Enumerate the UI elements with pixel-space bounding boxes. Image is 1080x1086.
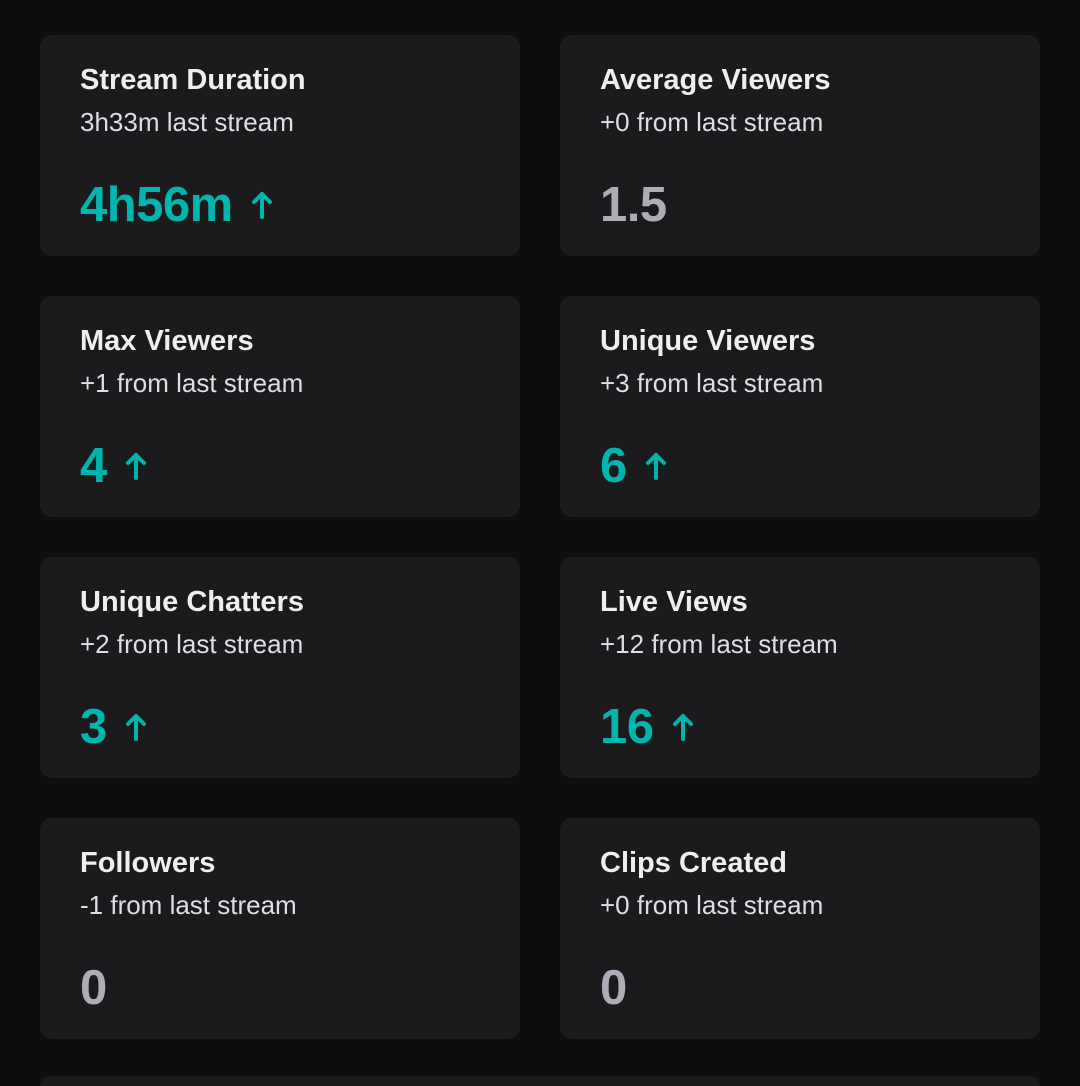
stat-card-max-viewers: Max Viewers +1 from last stream 4 bbox=[40, 296, 520, 517]
stat-comparison: +2 from last stream bbox=[80, 629, 304, 659]
arrow-up-icon bbox=[672, 712, 694, 742]
stat-value-row: 4h56m bbox=[80, 175, 273, 235]
stat-value-row: 3 bbox=[80, 697, 147, 757]
stat-value-row: 16 bbox=[600, 697, 694, 757]
stat-comparison: +12 from last stream bbox=[600, 629, 838, 659]
stat-value: 4 bbox=[80, 439, 107, 493]
stat-card-clips-created: Clips Created +0 from last stream 0 bbox=[560, 818, 1040, 1039]
stat-value: 16 bbox=[600, 700, 654, 754]
stat-card-live-views: Live Views +12 from last stream 16 bbox=[560, 557, 1040, 778]
stat-title: Live Views bbox=[600, 586, 748, 618]
stat-value-row: 4 bbox=[80, 436, 147, 496]
stat-value-row: 1.5 bbox=[600, 175, 667, 235]
stat-value: 4h56m bbox=[80, 178, 233, 232]
arrow-up-icon bbox=[251, 190, 273, 220]
stat-title: Max Viewers bbox=[80, 325, 254, 357]
stat-title: Unique Chatters bbox=[80, 586, 304, 618]
arrow-up-icon bbox=[645, 451, 667, 481]
stat-card-unique-viewers: Unique Viewers +3 from last stream 6 bbox=[560, 296, 1040, 517]
stat-value: 0 bbox=[600, 961, 627, 1015]
stat-value-row: 6 bbox=[600, 436, 667, 496]
stat-value-row: 0 bbox=[80, 958, 107, 1018]
stat-card-stream-duration: Stream Duration 3h33m last stream 4h56m bbox=[40, 35, 520, 256]
stat-comparison: +0 from last stream bbox=[600, 890, 824, 920]
stat-title: Followers bbox=[80, 847, 216, 879]
stat-title: Stream Duration bbox=[80, 64, 306, 96]
stat-value-row: 0 bbox=[600, 958, 627, 1018]
stat-card-average-viewers: Average Viewers +0 from last stream 1.5 bbox=[560, 35, 1040, 256]
stat-card-unique-chatters: Unique Chatters +2 from last stream 3 bbox=[40, 557, 520, 778]
stat-title: Average Viewers bbox=[600, 64, 831, 96]
stat-value: 6 bbox=[600, 439, 627, 493]
arrow-up-icon bbox=[125, 451, 147, 481]
stat-comparison: -1 from last stream bbox=[80, 890, 297, 920]
arrow-up-icon bbox=[125, 712, 147, 742]
stat-comparison: +0 from last stream bbox=[600, 107, 824, 137]
stat-value: 0 bbox=[80, 961, 107, 1015]
stat-title: Unique Viewers bbox=[600, 325, 816, 357]
stat-value: 1.5 bbox=[600, 178, 667, 232]
stats-grid: Stream Duration 3h33m last stream 4h56m … bbox=[40, 35, 1040, 1039]
stat-title: Clips Created bbox=[600, 847, 787, 879]
stat-card-followers: Followers -1 from last stream 0 bbox=[40, 818, 520, 1039]
next-card-edge bbox=[40, 1076, 1040, 1086]
stat-value: 3 bbox=[80, 700, 107, 754]
stat-comparison: +1 from last stream bbox=[80, 368, 304, 398]
stat-comparison: 3h33m last stream bbox=[80, 107, 294, 137]
stat-comparison: +3 from last stream bbox=[600, 368, 824, 398]
